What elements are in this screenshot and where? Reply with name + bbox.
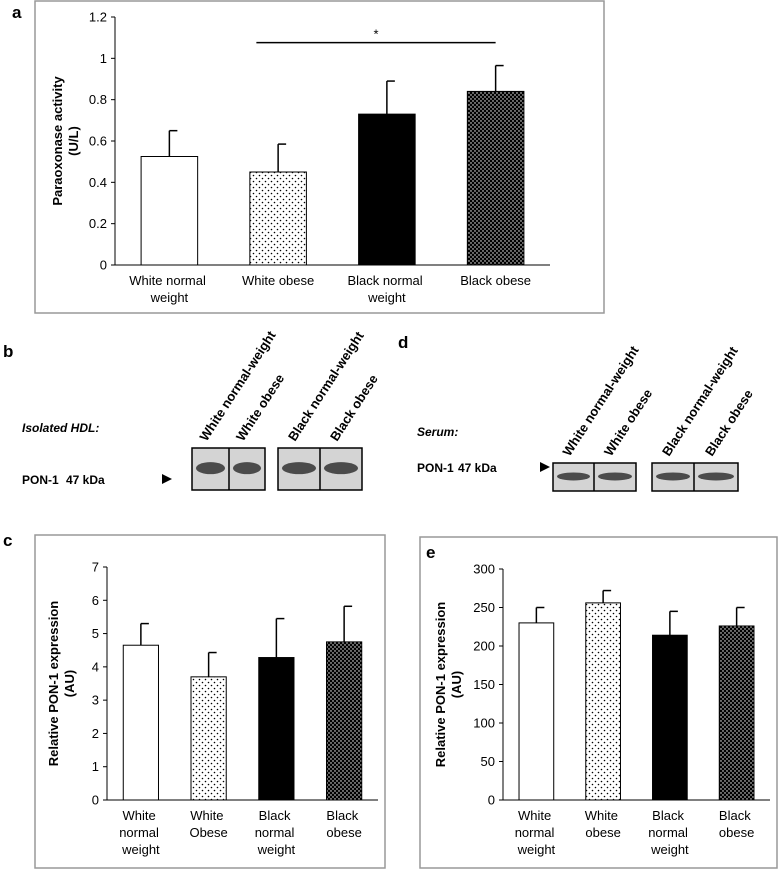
x-tick-label: White normal weight <box>129 273 209 305</box>
size-label: 47 kDa <box>66 473 105 487</box>
x-tick-label: Black obese <box>460 273 531 288</box>
x-tick-label: White obese <box>585 808 622 840</box>
lane-label: Black normal-weight <box>285 328 367 443</box>
y-axis-label: Relative PON-1 expression <box>46 601 61 767</box>
bar <box>140 156 199 266</box>
band <box>282 462 316 475</box>
y-tick-label: 4 <box>92 659 99 674</box>
band <box>656 472 690 481</box>
panel-frame <box>34 534 386 869</box>
bar <box>718 625 755 801</box>
x-tick-label: White Obese <box>189 808 227 840</box>
bar <box>249 171 307 266</box>
protein-label: PON-1 <box>22 473 59 487</box>
y-tick-label: 300 <box>473 562 495 577</box>
y-tick-label: 0.8 <box>89 92 107 107</box>
y-tick-label: 2 <box>92 726 99 741</box>
y-tick-label: 250 <box>473 600 495 615</box>
lane-label: White normal-weight <box>559 343 642 459</box>
x-tick-label: White normal weight <box>119 808 162 857</box>
band <box>698 472 734 481</box>
sample-label: Isolated HDL: <box>22 421 99 435</box>
bar <box>190 676 227 801</box>
sample-label: Serum: <box>417 425 458 439</box>
y-tick-label: 0.2 <box>89 216 107 231</box>
panel-label: e <box>426 543 435 562</box>
x-tick-label: Black normal weight <box>348 273 427 305</box>
y-tick-label: 0 <box>92 793 99 808</box>
y-tick-label: 1 <box>92 759 99 774</box>
x-tick-label: Black obese <box>326 808 361 840</box>
band <box>233 462 261 475</box>
x-tick-label: White normal weight <box>515 808 558 857</box>
band <box>557 472 590 481</box>
protein-label: PON-1 <box>417 461 454 475</box>
y-tick-label: 50 <box>481 754 495 769</box>
y-tick-label: 150 <box>473 677 495 692</box>
bar <box>358 113 416 266</box>
x-tick-label: Black normal weight <box>648 808 691 857</box>
panel-frame <box>34 0 605 314</box>
y-tick-label: 0 <box>100 258 107 273</box>
significance-label: * <box>373 27 378 42</box>
bar <box>518 622 555 801</box>
y-tick-label: 0 <box>488 793 495 808</box>
y-axis-label: Relative PON-1 expression <box>433 602 448 768</box>
panel-label: d <box>398 333 408 352</box>
y-tick-label: 1 <box>100 51 107 66</box>
band <box>324 462 358 475</box>
y-tick-label: 0.4 <box>89 175 107 190</box>
y-tick-label: 7 <box>92 560 99 575</box>
lane-label: Black normal-weight <box>659 343 741 458</box>
x-tick-label: White obese <box>242 273 314 288</box>
arrow <box>162 474 172 484</box>
y-axis-label: Paraoxonase activity <box>50 76 65 206</box>
y-axis-label: (AU) <box>62 670 77 697</box>
y-tick-label: 0.6 <box>89 134 107 149</box>
panel-label: b <box>3 342 13 361</box>
panel-label: a <box>12 3 22 22</box>
x-tick-label: Black obese <box>719 808 754 840</box>
bar <box>585 602 621 801</box>
x-tick-label: Black normal weight <box>255 808 298 857</box>
y-axis-label: (AU) <box>449 671 464 698</box>
band <box>598 472 632 481</box>
y-tick-label: 200 <box>473 639 495 654</box>
band <box>196 462 225 475</box>
y-tick-label: 3 <box>92 693 99 708</box>
panel-label: c <box>3 531 12 550</box>
y-tick-label: 1.2 <box>89 10 107 25</box>
bar <box>258 657 295 801</box>
bar <box>326 641 363 801</box>
arrow <box>540 462 550 472</box>
y-tick-label: 100 <box>473 716 495 731</box>
bar <box>122 644 159 801</box>
bar <box>466 90 525 266</box>
panel-frame <box>419 536 778 869</box>
y-axis-label: (U/L) <box>66 126 81 156</box>
size-label: 47 kDa <box>458 461 497 475</box>
y-tick-label: 6 <box>92 593 99 608</box>
bar <box>652 634 688 801</box>
y-tick-label: 5 <box>92 626 99 641</box>
